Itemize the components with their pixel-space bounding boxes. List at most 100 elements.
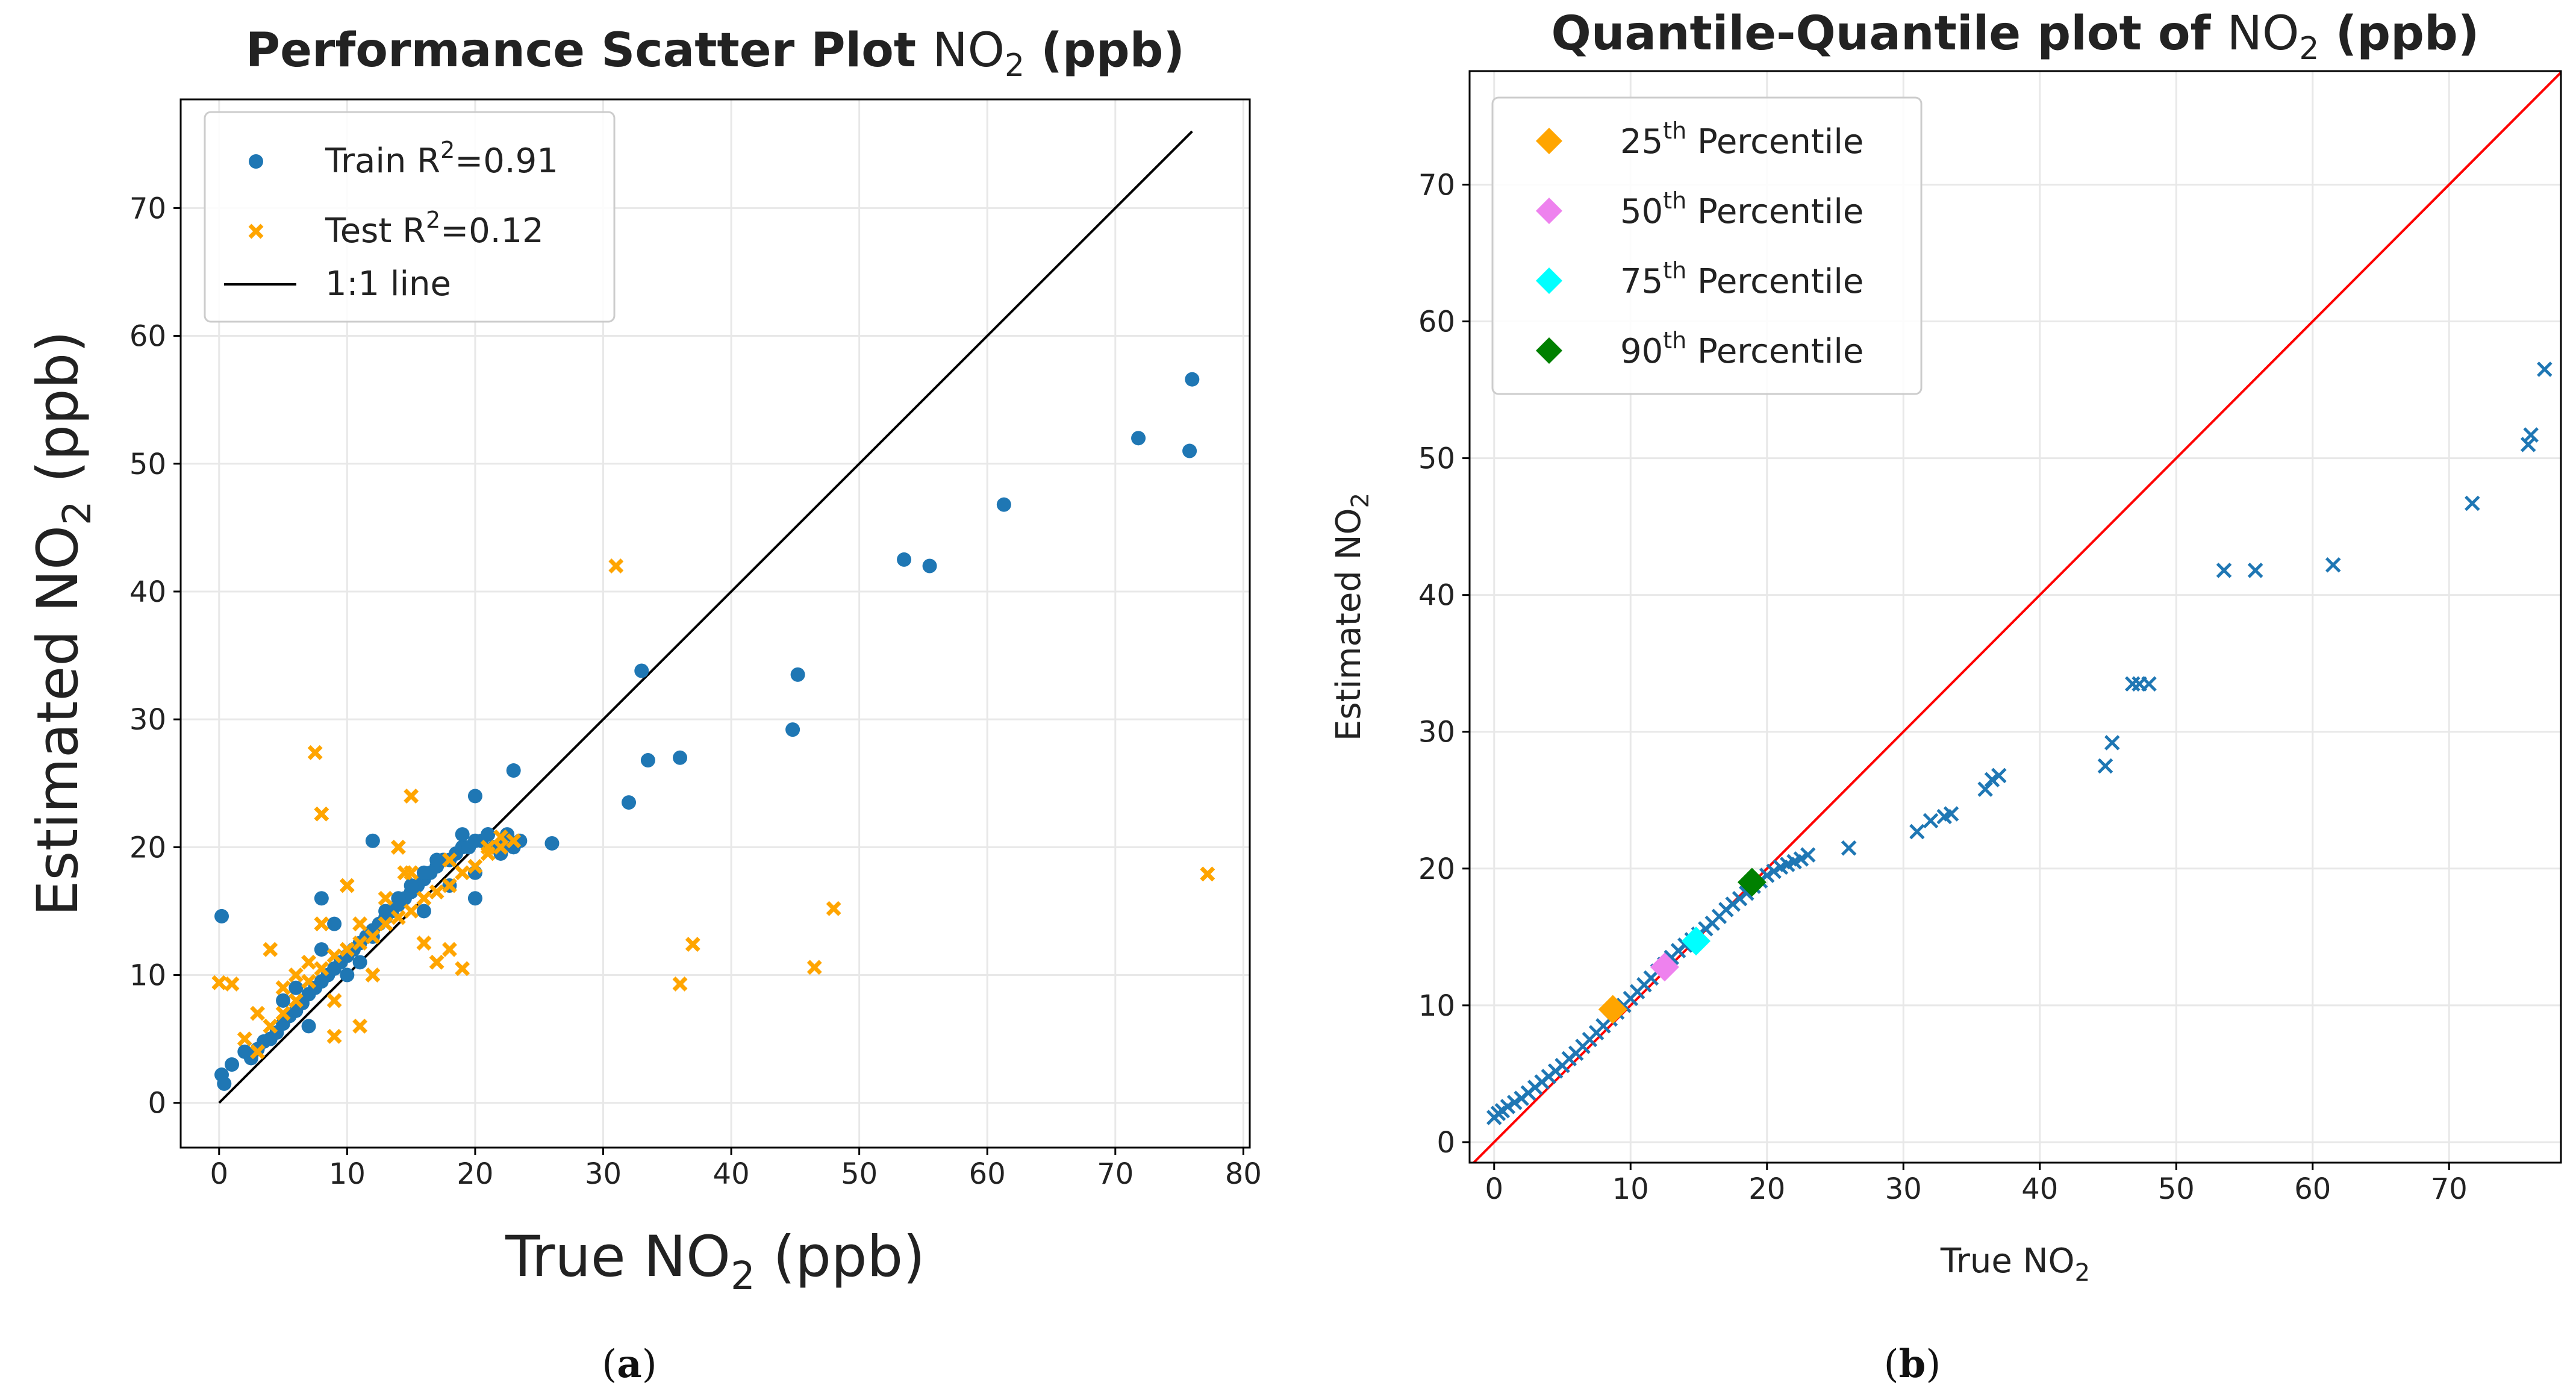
legend-label: 1:1 line <box>325 264 451 304</box>
legend-diamond-marker <box>1536 337 1562 364</box>
panel-a: 0 10 20 30 40 50 60 70 80 0 10 20 30 40 50 60 70 Performa… <box>25 23 1262 1299</box>
test-point <box>339 942 355 957</box>
chart-title-b: Quantile-Quantile plot of NO2 (ppb) <box>1552 7 2480 67</box>
legend-label-suffix: Percentile <box>1686 122 1863 161</box>
train-point <box>416 904 431 919</box>
train-point <box>1182 443 1197 458</box>
test-point <box>326 948 342 964</box>
legend-label-number: 75 <box>1620 262 1663 301</box>
test-point <box>685 937 700 952</box>
test-point <box>429 884 444 900</box>
title-text: Quantile-Quantile plot of <box>1552 7 2227 61</box>
test-point <box>275 1005 291 1021</box>
test-point <box>250 1044 266 1060</box>
y-tick-label: 0 <box>1436 1126 1455 1160</box>
test-point <box>263 942 278 957</box>
y-tick-label: 70 <box>129 192 166 225</box>
test-point <box>493 829 508 845</box>
quantile-point <box>1977 781 1993 797</box>
test-point <box>672 976 688 992</box>
train-point <box>314 942 329 957</box>
chart-title-a: Performance Scatter Plot NO2 (ppb) <box>246 23 1185 84</box>
test-point <box>826 901 841 916</box>
train-point <box>640 753 655 768</box>
test-point <box>390 839 406 855</box>
x-tick-label: 40 <box>713 1157 750 1191</box>
test-point <box>307 745 323 760</box>
train-point <box>673 750 688 765</box>
test-point <box>339 878 355 893</box>
caption-a: (a) <box>602 1342 656 1387</box>
x-axis-label-a: True NO2 (ppb) <box>505 1224 925 1299</box>
test-point <box>224 976 240 992</box>
quantile-point <box>1841 840 1857 856</box>
train-point <box>622 795 637 810</box>
test-point <box>314 806 329 822</box>
x-tick-label: 40 <box>2021 1172 2058 1206</box>
x-tick-label: 50 <box>841 1157 878 1191</box>
train-point <box>391 891 406 906</box>
legend-label: 75th Percentile <box>1620 257 1863 301</box>
train-point <box>467 891 482 906</box>
y-tick-label: 60 <box>129 320 166 354</box>
title-species: NO <box>932 23 1005 78</box>
y-axis-label-b: Estimated NO2 <box>1329 493 1374 741</box>
test-point <box>404 788 419 804</box>
quantile-point <box>2125 676 2141 692</box>
caption-b: (b) <box>1884 1342 1941 1387</box>
x-tick-label: 30 <box>1885 1172 1922 1206</box>
y-tick-label: 20 <box>129 831 166 864</box>
legend-label-text: Train R <box>325 142 440 181</box>
train-point <box>340 967 355 983</box>
legend-label-sup: th <box>1663 187 1686 214</box>
train-point <box>897 552 912 567</box>
y-tick-label: 70 <box>1418 168 1455 202</box>
legend-label: 90th Percentile <box>1620 327 1863 371</box>
y-tick-label: 50 <box>129 448 166 481</box>
legend-frame <box>204 111 616 323</box>
plot-frame-b <box>1468 70 2562 1164</box>
train-point <box>225 1057 240 1072</box>
train-point <box>429 852 444 867</box>
legend-label-suffix: Percentile <box>1686 332 1863 371</box>
test-point <box>263 1018 278 1034</box>
quantile-point <box>1991 767 2007 784</box>
x-tick-label: 10 <box>329 1157 366 1191</box>
y-tick-label: 60 <box>1418 305 1455 339</box>
quantile-point <box>1923 813 1939 829</box>
train-point <box>217 1076 232 1091</box>
title-species: NO <box>2227 7 2300 61</box>
panel-b: 0 10 20 30 40 50 60 70 0 10 20 30 40 50 60 70 Quantile-Q… <box>1329 7 2562 1287</box>
x-tick-label: 70 <box>2431 1172 2468 1206</box>
legend-label-sup: th <box>1663 327 1686 354</box>
y-tick-label: 10 <box>129 959 166 993</box>
test-point <box>352 936 368 951</box>
quantile-point <box>2523 427 2539 443</box>
data-layer-a <box>211 130 1215 1104</box>
legend-label-sup: 2 <box>440 137 455 163</box>
quantile-point <box>2537 361 2553 377</box>
train-point <box>785 722 800 737</box>
x-tick-label: 0 <box>210 1157 228 1191</box>
test-point <box>288 993 304 1008</box>
title-sub: 2 <box>2299 31 2319 67</box>
test-point <box>608 558 624 573</box>
percentile-marker <box>1681 927 1711 956</box>
quantile-point <box>2520 437 2536 452</box>
quantile-point <box>1943 806 1959 822</box>
legend-label: 50th Percentile <box>1620 187 1863 231</box>
title-unit: (ppb) <box>1024 23 1185 78</box>
xlabel-sub: 2 <box>731 1254 755 1299</box>
legend-label-suffix: Percentile <box>1686 262 1863 301</box>
x-tick-label: 60 <box>969 1157 1006 1191</box>
xlabel-sub: 2 <box>2075 1259 2090 1287</box>
legend-label-suffix: =0.12 <box>440 211 544 251</box>
train-point <box>506 763 521 778</box>
x-tick-label: 10 <box>1612 1172 1649 1206</box>
y-tick-label: 40 <box>129 575 166 609</box>
quantile-point <box>2325 557 2341 573</box>
plot-frame-a <box>179 98 1251 1149</box>
x-tick-label: 30 <box>585 1157 622 1191</box>
legend-label: Test R2=0.12 <box>325 207 544 251</box>
